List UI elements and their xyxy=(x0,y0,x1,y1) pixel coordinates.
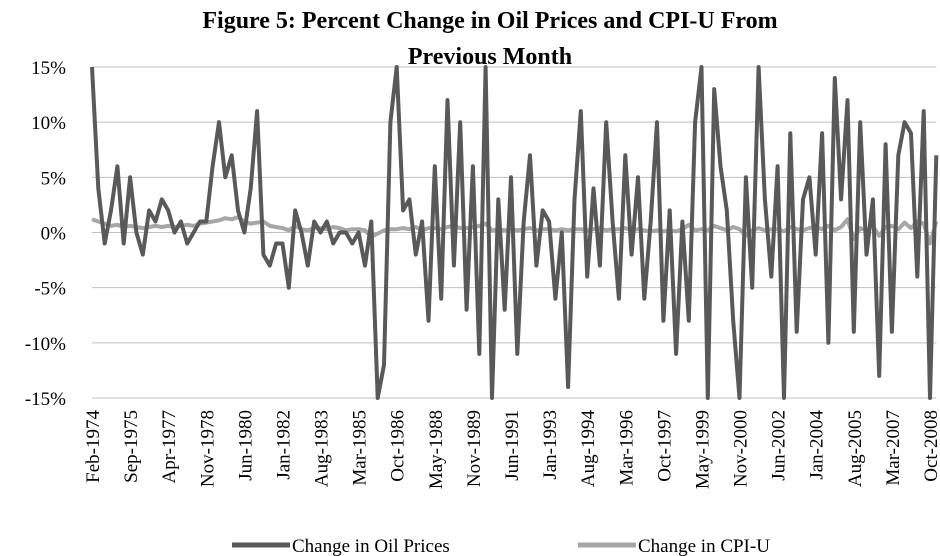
chart-title: Figure 5: Percent Change in Oil Prices a… xyxy=(202,8,777,34)
x-tick-label: Apr-1977 xyxy=(159,410,180,484)
x-tick-label: Sep-1975 xyxy=(121,410,142,483)
x-tick-label: Nov-1978 xyxy=(197,410,218,487)
x-tick-label: Nov-2000 xyxy=(731,410,752,487)
x-tick-label: Jun-1991 xyxy=(502,410,523,481)
legend-item: Change in Oil Prices xyxy=(232,536,450,556)
y-tick-label: 5% xyxy=(41,168,67,189)
legend-item: Change in CPI-U xyxy=(578,536,770,556)
y-tick-label: 15% xyxy=(31,58,66,79)
x-tick-label: Mar-2007 xyxy=(883,410,904,486)
x-tick-label: Mar-1996 xyxy=(616,410,637,486)
legend-label: Change in CPI-U xyxy=(638,536,770,556)
x-tick-label: Jun-2002 xyxy=(769,410,790,481)
x-tick-label: Jan-1993 xyxy=(540,410,561,480)
x-tick-label: Mar-1985 xyxy=(350,410,371,486)
series-line xyxy=(90,65,939,400)
x-tick-label: Aug-1983 xyxy=(312,410,333,487)
x-tick-label: Nov-1989 xyxy=(464,410,485,487)
x-tick-label: May-1999 xyxy=(692,410,713,489)
y-tick-label: 10% xyxy=(31,113,66,134)
y-tick-label: -10% xyxy=(25,334,66,355)
y-tick-label: -15% xyxy=(25,389,66,410)
legend-label: Change in Oil Prices xyxy=(292,536,450,556)
x-tick-label: Jan-2004 xyxy=(807,410,828,480)
x-tick-label: Oct-1986 xyxy=(388,410,409,482)
x-tick-label: Jun-1980 xyxy=(235,410,256,481)
chart-title: Previous Month xyxy=(408,44,572,70)
y-tick-label: 0% xyxy=(41,224,67,245)
x-tick-label: May-1988 xyxy=(426,410,447,489)
x-tick-label: Oct-1997 xyxy=(654,410,675,482)
x-tick-label: Oct-2008 xyxy=(921,410,940,482)
x-tick-label: Aug-2005 xyxy=(845,410,866,487)
x-tick-label: Feb-1974 xyxy=(83,410,104,483)
x-tick-label: Aug-1994 xyxy=(578,410,599,488)
x-tick-label: Jan-1982 xyxy=(273,410,294,480)
y-tick-label: -5% xyxy=(34,279,66,300)
